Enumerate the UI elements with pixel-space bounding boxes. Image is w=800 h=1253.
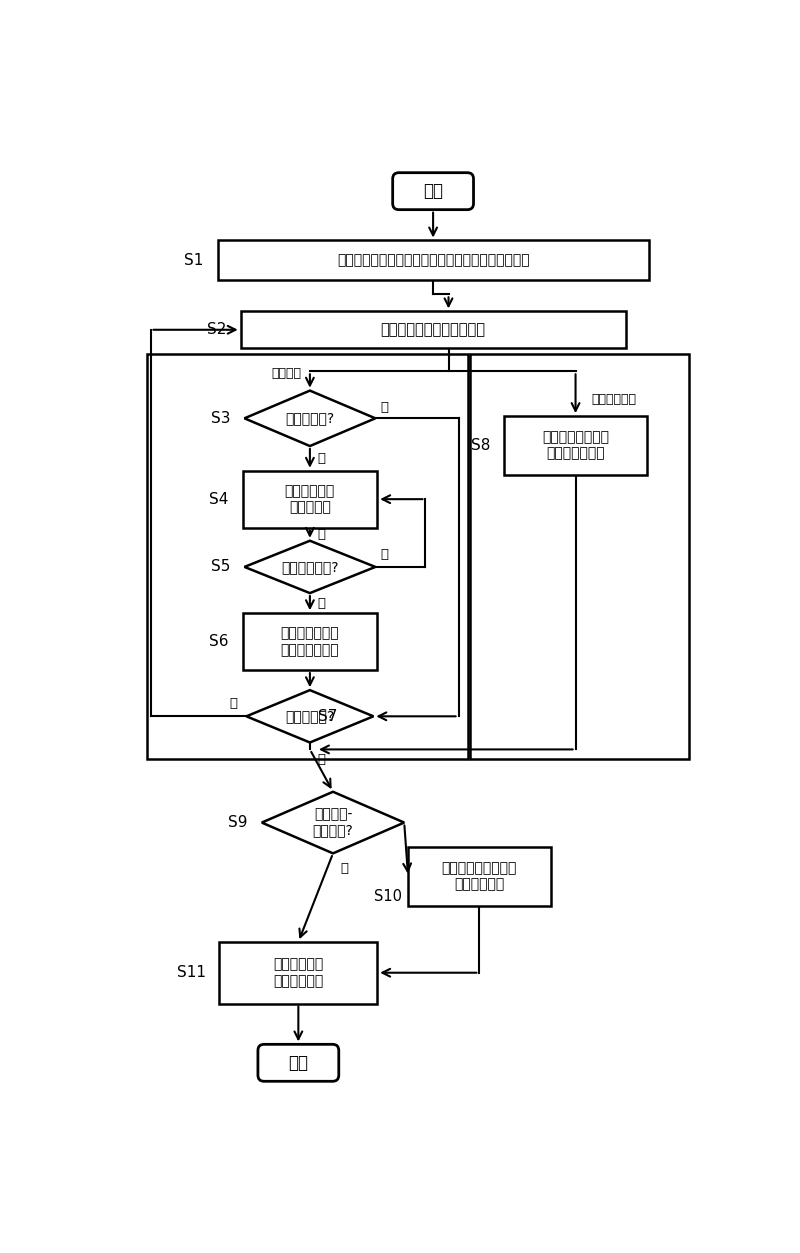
Polygon shape (245, 391, 375, 446)
Text: 是: 是 (341, 862, 349, 876)
Text: 开始: 开始 (423, 182, 443, 200)
Text: 是: 是 (318, 528, 326, 541)
Bar (242, 471, 378, 528)
Bar (504, 416, 646, 475)
Text: S4: S4 (210, 491, 229, 506)
Bar (241, 311, 626, 348)
Text: 对短路缺陷点的坐标
位置进行校正: 对短路缺陷点的坐标 位置进行校正 (442, 861, 517, 892)
Text: 已选择的面板?: 已选择的面板? (281, 560, 338, 574)
Bar (146, 355, 468, 759)
Text: 全部的面板?: 全部的面板? (286, 709, 334, 723)
Bar (242, 613, 378, 670)
Text: 发热测定中?: 发热测定中? (286, 411, 334, 425)
Text: 记忆短路缺陷
点的坐标位置: 记忆短路缺陷 点的坐标位置 (274, 957, 323, 987)
Text: S5: S5 (211, 559, 230, 574)
Text: 中断施加发热
测定用信号: 中断施加发热 测定用信号 (285, 484, 335, 514)
Text: 未选择的面板: 未选择的面板 (591, 392, 636, 406)
Text: 结束: 结束 (288, 1054, 308, 1071)
Text: 否: 否 (380, 401, 388, 413)
Text: S9: S9 (229, 814, 248, 829)
Text: 是: 是 (318, 452, 326, 465)
Text: 是: 是 (380, 548, 388, 561)
Text: S6: S6 (209, 634, 229, 649)
FancyBboxPatch shape (258, 1044, 338, 1081)
FancyBboxPatch shape (393, 173, 474, 209)
Text: 选择面板: 选择面板 (272, 367, 302, 380)
Text: 选择进行电子束扫描的面板: 选择进行电子束扫描的面板 (381, 322, 486, 337)
Bar (408, 847, 550, 906)
Text: 施加至基板上的全部的面板，将全部的面板予以驱动: 施加至基板上的全部的面板，将全部的面板予以驱动 (337, 253, 530, 267)
Text: S7: S7 (318, 709, 337, 724)
Bar (219, 942, 378, 1004)
Text: S11: S11 (177, 965, 206, 980)
Text: S10: S10 (374, 888, 402, 903)
Text: S2: S2 (207, 322, 226, 337)
Polygon shape (245, 541, 375, 593)
Text: 短路缺陷-
位置一致?: 短路缺陷- 位置一致? (313, 807, 354, 838)
Bar (470, 355, 689, 759)
Polygon shape (246, 690, 374, 743)
Polygon shape (262, 792, 404, 853)
Text: 是: 是 (318, 753, 326, 766)
Text: 利用发热检测的短
路缺陷检测处理: 利用发热检测的短 路缺陷检测处理 (542, 430, 609, 460)
Bar (218, 241, 649, 281)
Text: 否: 否 (229, 698, 237, 710)
Text: 利用电子束扫描
的缺陷检测处理: 利用电子束扫描 的缺陷检测处理 (281, 626, 339, 657)
Text: 否: 否 (318, 596, 326, 610)
Text: S3: S3 (211, 411, 230, 426)
Text: S1: S1 (184, 253, 204, 268)
Text: S8: S8 (471, 437, 490, 452)
